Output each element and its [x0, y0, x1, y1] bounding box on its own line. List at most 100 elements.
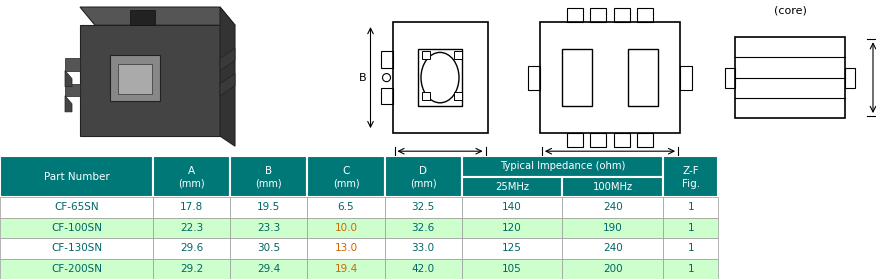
Text: 105: 105 — [502, 264, 522, 274]
Text: Typical Impedance (ohm): Typical Impedance (ohm) — [499, 162, 625, 172]
Bar — [307, 218, 385, 238]
Text: 240: 240 — [603, 243, 623, 253]
Bar — [680, 66, 692, 90]
Bar — [0, 218, 153, 238]
Bar — [462, 177, 562, 197]
Text: 17.8: 17.8 — [180, 202, 203, 212]
Bar — [614, 133, 630, 147]
Bar — [110, 56, 160, 101]
Polygon shape — [65, 96, 72, 112]
Bar — [562, 218, 663, 238]
Bar — [418, 49, 462, 106]
Bar — [637, 133, 653, 147]
Text: 22.3: 22.3 — [180, 223, 203, 233]
Bar — [153, 238, 230, 259]
Bar — [567, 133, 583, 147]
Bar — [230, 259, 307, 279]
Bar — [845, 68, 855, 88]
Bar — [0, 197, 153, 218]
Text: 25MHz: 25MHz — [495, 182, 529, 192]
Bar — [307, 259, 385, 279]
Bar — [153, 218, 230, 238]
Bar — [153, 197, 230, 218]
Text: Fig.: Fig. — [682, 179, 700, 189]
Text: 200: 200 — [603, 264, 623, 274]
Bar — [230, 238, 307, 259]
Bar — [614, 8, 630, 22]
Text: CF-200SN: CF-200SN — [51, 264, 102, 274]
Text: 33.0: 33.0 — [412, 243, 434, 253]
Bar — [454, 51, 462, 59]
Bar — [0, 156, 153, 197]
Polygon shape — [220, 48, 235, 71]
Bar — [590, 133, 606, 147]
Text: B: B — [265, 166, 272, 176]
Bar — [562, 49, 592, 106]
Bar — [462, 238, 562, 259]
Bar — [735, 37, 845, 118]
Bar — [0, 238, 153, 259]
Bar — [462, 218, 562, 238]
Bar — [590, 8, 606, 22]
Bar — [562, 177, 663, 197]
Text: (mm): (mm) — [333, 179, 359, 189]
Text: 10.0: 10.0 — [335, 223, 357, 233]
Text: 19.5: 19.5 — [258, 202, 280, 212]
Text: 125: 125 — [502, 243, 522, 253]
Bar — [462, 197, 562, 218]
Bar — [562, 197, 663, 218]
Polygon shape — [65, 71, 72, 87]
Bar — [307, 238, 385, 259]
Bar — [562, 259, 663, 279]
Bar — [628, 49, 658, 106]
Text: 120: 120 — [502, 223, 522, 233]
Bar — [307, 156, 385, 197]
Bar — [230, 197, 307, 218]
Bar — [663, 238, 718, 259]
Text: CF-100SN: CF-100SN — [51, 223, 102, 233]
Bar — [230, 156, 307, 197]
Text: CF-65SN: CF-65SN — [54, 202, 99, 212]
Bar — [567, 8, 583, 22]
Text: D: D — [419, 166, 427, 176]
Text: (mm): (mm) — [256, 179, 282, 189]
Text: 1: 1 — [688, 243, 694, 253]
Bar — [385, 259, 462, 279]
Bar — [663, 156, 718, 197]
Text: 13.0: 13.0 — [335, 243, 357, 253]
Text: 19.4: 19.4 — [335, 264, 357, 274]
Bar — [663, 218, 718, 238]
Bar — [462, 259, 562, 279]
Bar — [153, 259, 230, 279]
Bar — [0, 259, 153, 279]
Text: CF-130SN: CF-130SN — [51, 243, 102, 253]
Text: 190: 190 — [603, 223, 623, 233]
Text: 42.0: 42.0 — [412, 264, 434, 274]
Polygon shape — [80, 7, 235, 25]
Text: 29.4: 29.4 — [258, 264, 280, 274]
Bar — [528, 66, 540, 90]
Text: 30.5: 30.5 — [258, 243, 280, 253]
Text: 32.6: 32.6 — [412, 223, 434, 233]
Bar — [385, 218, 462, 238]
Text: A: A — [436, 156, 444, 166]
Polygon shape — [65, 59, 80, 71]
Bar — [462, 156, 663, 177]
Text: (mm): (mm) — [179, 179, 205, 189]
Text: 240: 240 — [603, 202, 623, 212]
Text: Part Number: Part Number — [44, 172, 110, 182]
Bar — [153, 156, 230, 197]
Bar — [663, 197, 718, 218]
Polygon shape — [220, 7, 235, 146]
Bar — [307, 197, 385, 218]
Bar — [380, 51, 392, 68]
Bar — [562, 238, 663, 259]
Text: (core): (core) — [774, 5, 807, 15]
Bar — [540, 22, 680, 133]
Text: 29.2: 29.2 — [180, 264, 203, 274]
Text: B: B — [358, 73, 366, 83]
Bar — [392, 22, 488, 133]
Bar — [422, 92, 430, 100]
Bar — [80, 25, 220, 136]
Bar — [380, 88, 392, 104]
